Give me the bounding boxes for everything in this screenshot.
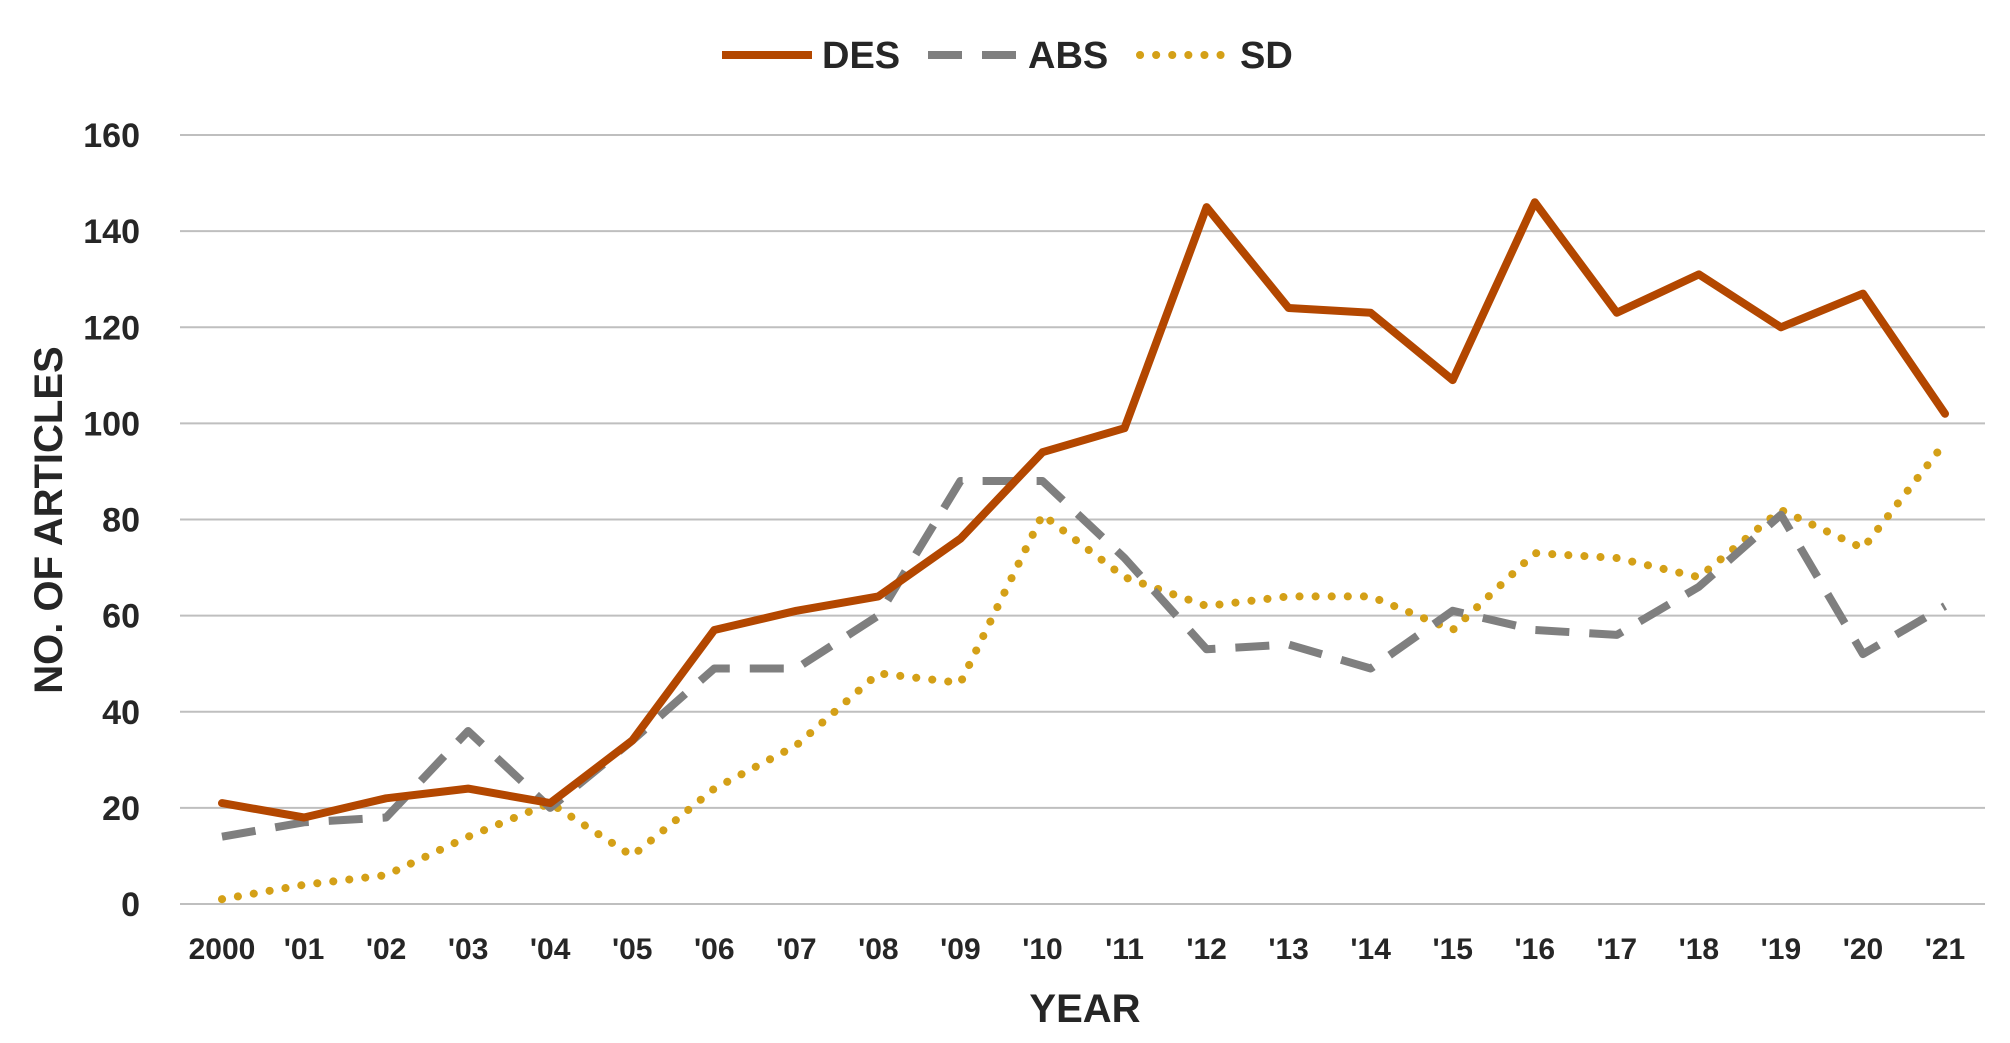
y-tick-label: 40: [102, 694, 140, 732]
x-tick-label: '07: [776, 933, 817, 966]
x-tick-label: '01: [284, 933, 325, 966]
y-tick-label: 100: [83, 405, 140, 443]
y-axis-tick-labels: 0 20 40 60 80 100 120 140 160: [83, 117, 140, 924]
series-line-des: [218, 198, 1949, 822]
x-tick-label: '02: [366, 933, 407, 966]
y-tick-label: 160: [83, 117, 140, 155]
x-tick-label: '21: [1925, 933, 1966, 966]
series-line-sd: [218, 438, 1949, 904]
y-tick-label: 20: [102, 790, 140, 828]
x-tick-label: '11: [1105, 933, 1144, 966]
y-tick-label: 120: [83, 309, 140, 347]
x-tick-label: '04: [530, 933, 571, 966]
y-tick-label: 0: [121, 886, 140, 924]
y-tick-label: 80: [102, 502, 140, 540]
x-tick-label: '12: [1186, 933, 1227, 966]
x-tick-label: '05: [612, 933, 653, 966]
x-tick-label: '15: [1432, 933, 1473, 966]
x-tick-label: '13: [1268, 933, 1309, 966]
series-lines: [218, 198, 1949, 904]
legend-label-sd: SD: [1240, 35, 1293, 77]
legend-label-des: DES: [822, 35, 900, 77]
series-line-abs: [221, 477, 1948, 841]
x-tick-label: '17: [1597, 933, 1638, 966]
y-axis-title: NO. OF ARTICLES: [27, 346, 71, 693]
x-tick-label: '09: [940, 933, 981, 966]
y-tick-label: 60: [102, 598, 140, 636]
x-tick-label: '08: [858, 933, 899, 966]
legend: DES ABS SD: [722, 35, 1293, 77]
x-axis-tick-labels: 2000 '01 '02 '03 '04 '05 '06 '07 '08 '09 '10 '11 '12…: [189, 933, 1966, 966]
x-tick-label: 2000: [189, 933, 256, 966]
x-tick-label: '14: [1350, 933, 1391, 966]
x-tick-label: '19: [1761, 933, 1802, 966]
y-tick-label: 140: [83, 213, 140, 251]
x-axis-title: YEAR: [1029, 987, 1140, 1031]
x-tick-label: '03: [448, 933, 489, 966]
legend-label-abs: ABS: [1028, 35, 1108, 77]
x-tick-label: '18: [1679, 933, 1720, 966]
x-tick-label: '10: [1022, 933, 1063, 966]
x-tick-label: '16: [1515, 933, 1556, 966]
x-tick-label: '20: [1843, 933, 1884, 966]
x-tick-label: '06: [694, 933, 735, 966]
